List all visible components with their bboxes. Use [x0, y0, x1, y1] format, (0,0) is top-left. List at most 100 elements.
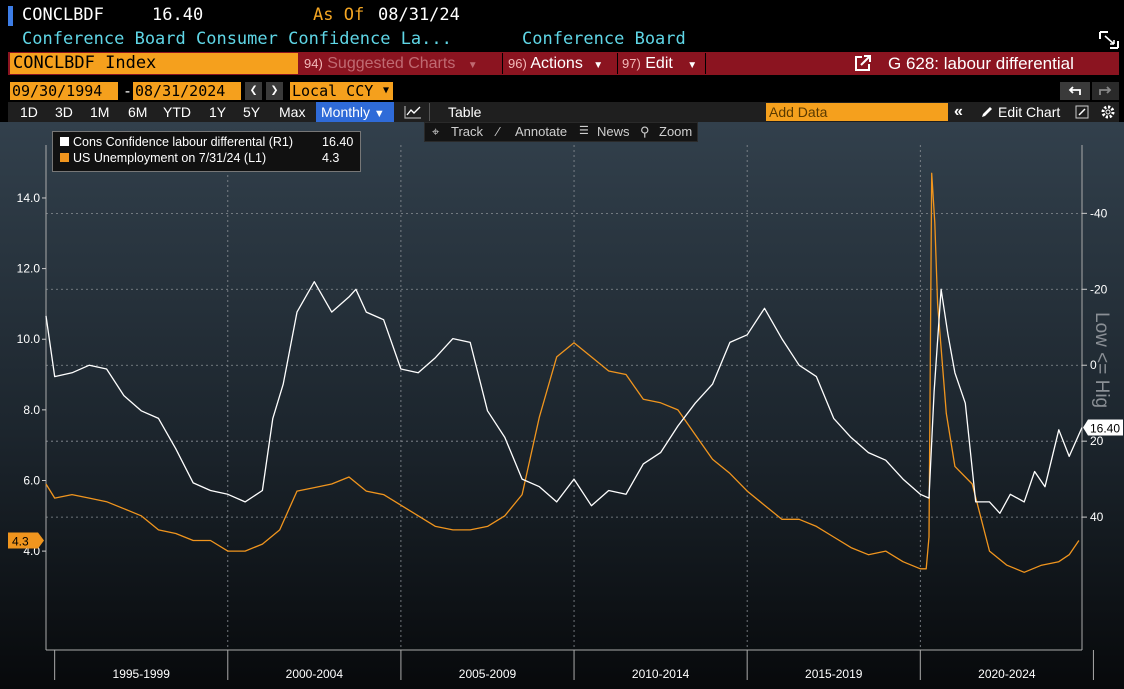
- right-axis-tick-label: 40: [1090, 510, 1104, 524]
- next-period-button[interactable]: ❯: [266, 82, 283, 100]
- chevron-left-icon: ❮: [249, 83, 258, 98]
- redo-button[interactable]: [1092, 82, 1119, 100]
- chevron-down-icon: ▼: [373, 108, 385, 120]
- right-axis-label: Low <= Hig: [1091, 312, 1112, 408]
- chevron-down-icon: ▼: [687, 60, 698, 71]
- end-date-input[interactable]: 08/31/2024 ▦: [133, 82, 241, 117]
- date-separator: -: [123, 82, 133, 100]
- legend-swatch-labour: [60, 137, 69, 146]
- news-icon: ☰: [579, 125, 589, 137]
- actions-number: 96): [508, 56, 527, 71]
- currency-select[interactable]: Local CCY ▼: [290, 82, 393, 100]
- currency-value: Local CCY: [292, 82, 374, 100]
- as-of-date: 08/31/24: [378, 5, 460, 25]
- last-value-label-unemployment: 4.3: [12, 535, 29, 549]
- chart-type-icon[interactable]: [403, 104, 423, 120]
- menu-divider: [705, 53, 706, 74]
- toolbar-divider: [429, 103, 430, 121]
- ticker-symbol: CONCLBDF: [22, 5, 104, 25]
- edit-settings-icon[interactable]: [1075, 105, 1089, 119]
- period-5y[interactable]: 5Y: [243, 104, 261, 120]
- suggested-charts-label: Suggested Charts: [327, 55, 456, 72]
- period-1m[interactable]: 1M: [90, 104, 110, 120]
- right-axis-tick-label: 0: [1090, 358, 1097, 372]
- period-6m[interactable]: 6M: [128, 104, 148, 120]
- edit-menu[interactable]: 97) Edit ▼: [622, 53, 697, 74]
- chart-legend[interactable]: [52, 131, 361, 172]
- external-link-icon[interactable]: [854, 55, 872, 72]
- period-1y[interactable]: 1Y: [209, 104, 227, 120]
- zoom-icon: ⚲: [640, 124, 650, 139]
- security-input[interactable]: CONCLBDF Index: [10, 53, 298, 74]
- start-date-input[interactable]: 09/30/1994 ▦: [10, 82, 118, 117]
- undo-button[interactable]: [1060, 82, 1090, 100]
- chart-tools-bar: [424, 122, 698, 142]
- left-axis-tick-label: 14.0: [17, 191, 41, 205]
- right-axis-tick-label: -20: [1090, 282, 1108, 296]
- legend-swatch-unemployment: [60, 153, 69, 162]
- annotate-button[interactable]: Annotate: [515, 124, 568, 139]
- crosshair-icon: ⌖: [432, 124, 440, 139]
- right-axis-tick-label: 20: [1090, 434, 1104, 448]
- add-data-input[interactable]: Add Data: [766, 103, 948, 121]
- suggested-charts-number: 94): [304, 56, 323, 71]
- period-max[interactable]: Max: [279, 104, 306, 120]
- zoom-button[interactable]: Zoom: [659, 124, 693, 139]
- edit-label: Edit: [645, 55, 673, 72]
- series-line-unemployment[interactable]: [45, 172, 1080, 573]
- x-axis-tick-label: 1995-1999: [113, 667, 171, 681]
- table-button[interactable]: Table: [448, 104, 482, 120]
- last-value-badge-labour: [1083, 419, 1123, 436]
- redo-icon: [1099, 86, 1112, 95]
- legend-label-labour: Cons Confidence labour differental (R1): [73, 135, 294, 149]
- series-line-labour-differential[interactable]: [45, 281, 1083, 514]
- expand-icon[interactable]: [1099, 31, 1119, 49]
- gear-icon[interactable]: [1100, 104, 1116, 120]
- left-axis-tick-label: 6.0: [23, 473, 40, 487]
- menu-divider: [617, 53, 618, 74]
- left-axis-tick-label: 8.0: [23, 403, 40, 417]
- collapse-double-chevron-icon[interactable]: «: [954, 103, 963, 120]
- chevron-down-icon: ▼: [467, 60, 478, 71]
- series-description: Conference Board Consumer Confidence La.…: [22, 29, 452, 49]
- track-button[interactable]: Track: [451, 124, 484, 139]
- data-source: Conference Board: [522, 29, 686, 49]
- left-axis-tick-label: 10.0: [17, 332, 41, 346]
- last-price: 16.40: [152, 5, 204, 25]
- chevron-down-icon: ▼: [382, 85, 389, 96]
- chevron-down-icon: ▼: [593, 60, 604, 71]
- left-axis-tick-label: 12.0: [17, 262, 41, 276]
- period-1d[interactable]: 1D: [20, 104, 38, 120]
- actions-label: Actions: [530, 55, 583, 72]
- last-value-label-labour: 16.40: [1090, 421, 1120, 435]
- menu-divider: [502, 53, 503, 74]
- pencil-icon: [982, 107, 992, 117]
- period-3d[interactable]: 3D: [55, 104, 73, 120]
- annotate-icon: ⁄: [497, 124, 500, 139]
- x-axis-tick-label: 2005-2009: [459, 667, 517, 681]
- start-date-value: 09/30/1994: [12, 82, 103, 100]
- legend-value-labour: 16.40: [322, 135, 354, 149]
- edit-chart-button[interactable]: Edit Chart: [998, 104, 1061, 120]
- end-date-value: 08/31/2024: [135, 82, 226, 100]
- edit-number: 97): [622, 56, 641, 71]
- prev-period-button[interactable]: ❮: [245, 82, 262, 100]
- ticker-marker: [8, 6, 13, 26]
- x-axis-tick-label: 2020-2024: [978, 667, 1036, 681]
- chevron-right-icon: ❯: [270, 83, 279, 98]
- suggested-charts-menu[interactable]: 94) Suggested Charts ▼: [304, 53, 478, 74]
- frequency-select[interactable]: Monthly ▼: [316, 102, 394, 122]
- right-axis-tick-label: -40: [1090, 206, 1108, 220]
- x-axis-tick-label: 2010-2014: [632, 667, 690, 681]
- frequency-value: Monthly: [321, 104, 371, 120]
- news-button[interactable]: News: [597, 124, 630, 139]
- x-axis-tick-label: 2015-2019: [805, 667, 863, 681]
- actions-menu[interactable]: 96) Actions ▼: [508, 53, 603, 74]
- as-of-label: As Of: [313, 5, 365, 25]
- period-ytd[interactable]: YTD: [163, 104, 191, 120]
- legend-label-unemployment: US Unemployment on 7/31/24 (L1): [73, 151, 267, 165]
- legend-value-unemployment: 4.3: [322, 151, 340, 165]
- undo-icon: [1068, 86, 1081, 95]
- x-axis-tick-label: 2000-2004: [286, 667, 344, 681]
